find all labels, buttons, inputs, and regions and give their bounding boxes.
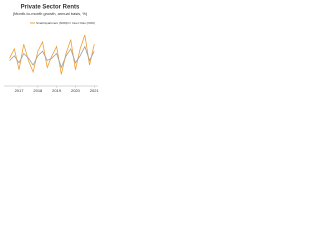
chart: Private Sector Rents (Month-to-month gro… xyxy=(4,5,100,93)
series-line xyxy=(9,45,95,69)
x-tick-label: 2017 xyxy=(15,88,25,93)
x-tick-label: 2019 xyxy=(52,88,62,93)
chart-title: Private Sector Rents xyxy=(21,5,80,11)
chart-subtitle: (Month-to-month growth, annual basis, %) xyxy=(13,11,88,16)
x-tick-label: 2018 xyxy=(33,88,43,93)
legend-label: Small Apartment (NOK) xyxy=(36,21,67,25)
legend-label: Inner Oslo (NOK) xyxy=(72,21,95,25)
x-tick-label: 2020 xyxy=(71,88,81,93)
series-line xyxy=(9,34,95,75)
x-tick-label: 2021 xyxy=(90,88,100,93)
